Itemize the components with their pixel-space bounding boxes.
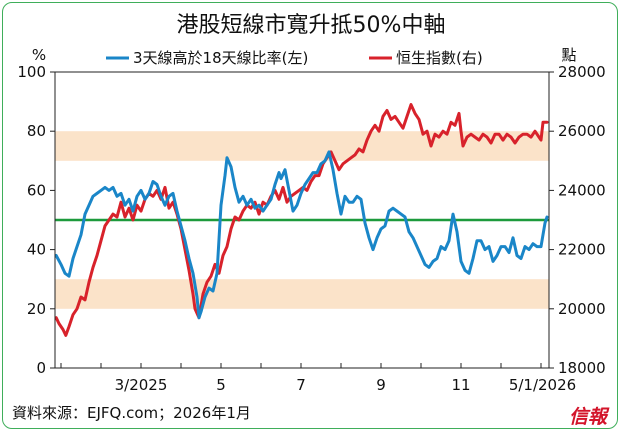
x-tick-label-4: 11 bbox=[451, 376, 470, 394]
x-tick-label-0: 3/2025 bbox=[115, 376, 168, 394]
x-tick-label-3: 9 bbox=[376, 376, 386, 394]
right-tick-label-18000: 18000 bbox=[558, 359, 606, 377]
left-tick-label-40: 40 bbox=[27, 241, 46, 259]
left-tick-label-60: 60 bbox=[27, 181, 46, 199]
chart-frame: 港股短線市寬升抵50%中軸 3天線高於18天線比率(左) 恒生指數(右) % 點… bbox=[2, 2, 618, 429]
shaded-band-1 bbox=[55, 279, 549, 309]
chart: 港股短線市寬升抵50%中軸 3天線高於18天線比率(左) 恒生指數(右) % 點… bbox=[12, 13, 610, 428]
publisher-logo: 信報 bbox=[569, 406, 610, 428]
right-tick-label-22000: 22000 bbox=[558, 241, 606, 259]
right-axis: 18000 20000 22000 24000 26000 28000 bbox=[549, 63, 606, 377]
right-axis-unit: 點 bbox=[561, 46, 576, 64]
plot-area-border bbox=[54, 71, 550, 369]
right-tick-label-28000: 28000 bbox=[558, 63, 606, 81]
x-tick-label-2: 7 bbox=[296, 376, 306, 394]
right-tick-label-24000: 24000 bbox=[558, 181, 606, 199]
x-tick-label-5: 5/1/2026 bbox=[509, 376, 576, 394]
left-tick-label-0: 0 bbox=[36, 359, 46, 377]
source-note: 資料來源：EJFQ.com；2026年1月 bbox=[12, 404, 251, 422]
right-tick-label-26000: 26000 bbox=[558, 122, 606, 140]
x-tick-label-1: 5 bbox=[216, 376, 226, 394]
x-axis: 3/2025 5 7 9 11 5/1/2026 bbox=[60, 363, 576, 394]
left-axis-unit: % bbox=[32, 46, 46, 64]
chart-title: 港股短線市寬升抵50%中軸 bbox=[177, 13, 446, 38]
legend: 3天線高於18天線比率(左) 恒生指數(右) bbox=[106, 49, 483, 67]
left-axis: 0 20 40 60 80 100 bbox=[17, 63, 55, 377]
left-tick-label-80: 80 bbox=[27, 122, 46, 140]
right-tick-label-20000: 20000 bbox=[558, 300, 606, 318]
legend-label-breadth: 3天線高於18天線比率(左) bbox=[133, 49, 308, 67]
left-tick-label-20: 20 bbox=[27, 300, 46, 318]
legend-label-hsi: 恒生指數(右) bbox=[396, 49, 483, 67]
series-group bbox=[54, 103, 549, 337]
left-tick-label-100: 100 bbox=[17, 63, 46, 81]
series-line-breadth bbox=[54, 150, 549, 320]
